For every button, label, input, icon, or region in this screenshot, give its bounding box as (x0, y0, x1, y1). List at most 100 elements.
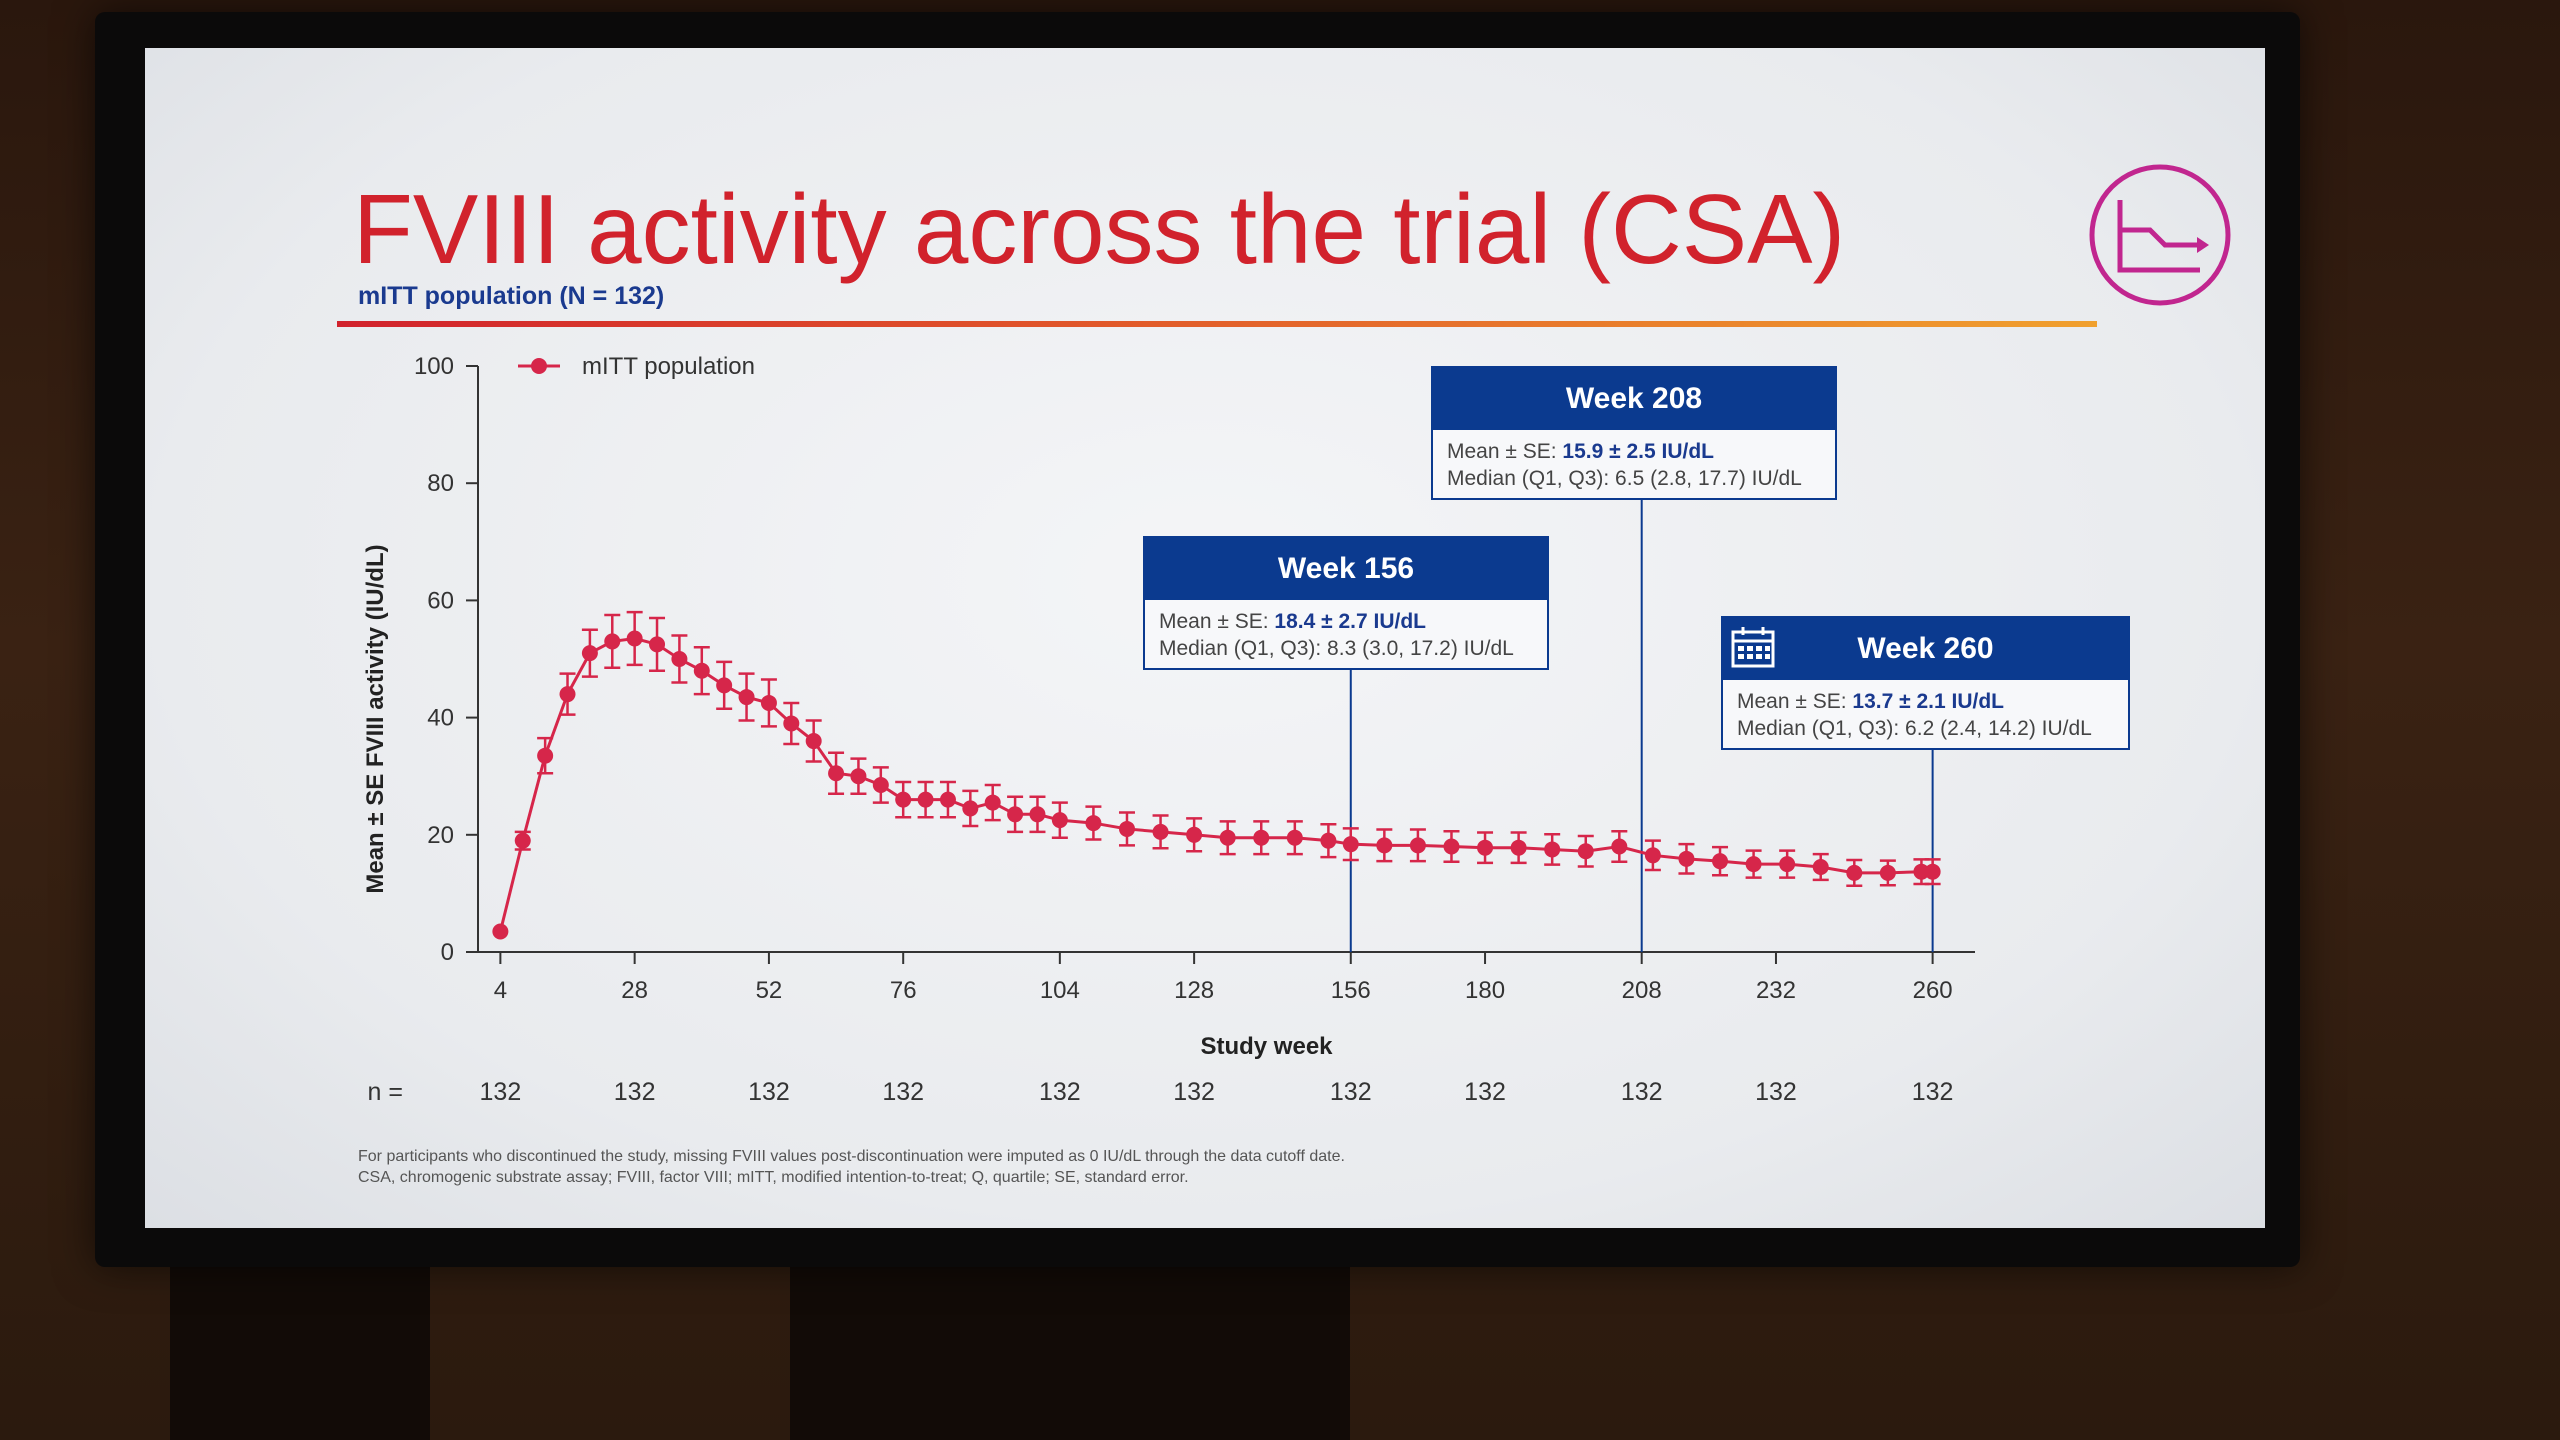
n-at-risk-value: 132 (480, 1078, 522, 1106)
y-tick-label: 40 (427, 705, 454, 732)
chart-series (492, 610, 1941, 940)
callout-week-156: Week 156 Mean ± SE: 18.4 ± 2.7 IU/dL Med… (1143, 536, 1549, 670)
calendar-icon (1729, 624, 1777, 694)
n-at-risk-value: 132 (1330, 1078, 1372, 1106)
n-at-risk-row: 132 132 132 132 132 132 132 132 132 132 132 (480, 1078, 1954, 1106)
presentation-slide: FVIII activity across the trial (CSA) mI… (145, 48, 2265, 1228)
y-axis-title: Mean ± SE FVIII activity (IU/dL) (362, 544, 389, 893)
data-point (671, 651, 688, 667)
chart-legend: mITT population (518, 353, 755, 380)
data-point (872, 776, 889, 793)
n-at-risk-value: 132 (614, 1078, 656, 1106)
x-tick-label: 260 (1913, 977, 1953, 1004)
x-tick-label: 156 (1331, 977, 1371, 1004)
fviii-chart: 0 20 40 60 80 100 4 28 52 76 104 128 156 180 208 232 260… (362, 353, 1975, 1106)
data-point (1477, 839, 1494, 856)
data-point (1510, 839, 1527, 856)
n-at-risk-value: 132 (1912, 1078, 1954, 1106)
data-point (1846, 864, 1863, 881)
data-point (1812, 859, 1829, 876)
data-point (1745, 856, 1762, 873)
n-at-risk-value: 132 (1039, 1078, 1081, 1106)
n-at-risk-value: 132 (1755, 1078, 1797, 1106)
data-point (537, 747, 554, 764)
data-point (962, 800, 979, 817)
data-point (1253, 829, 1270, 846)
data-point (917, 791, 934, 808)
callout-median: Median (Q1, Q3): 6.5 (2.8, 17.7) IU/dL (1447, 467, 1802, 490)
data-point (850, 768, 867, 785)
data-point (1376, 837, 1393, 854)
footnote: For participants who discontinued the st… (358, 1146, 1345, 1188)
data-point (805, 733, 822, 750)
data-point (716, 677, 733, 694)
series-line (498, 636, 1933, 932)
data-point (1186, 826, 1203, 843)
data-point (828, 765, 845, 782)
data-point (604, 633, 621, 650)
data-point (1443, 838, 1460, 855)
data-point (1342, 836, 1359, 853)
data-point (1152, 823, 1169, 840)
data-point (693, 662, 710, 679)
data-point (1678, 850, 1695, 867)
data-point (1085, 815, 1102, 832)
tv-stand-center (790, 1240, 1350, 1440)
data-point (1779, 856, 1796, 873)
x-tick-label: 52 (756, 977, 783, 1004)
data-point (514, 832, 531, 849)
data-point (939, 791, 956, 808)
callout-week-208: Week 208 Mean ± SE: 15.9 ± 2.5 IU/dL Med… (1431, 366, 1837, 500)
x-tick-label: 4 (494, 977, 507, 1004)
y-tick-label: 80 (427, 470, 454, 497)
y-tick-label: 20 (427, 822, 454, 849)
y-tick-label: 100 (414, 353, 454, 380)
title-underline (337, 321, 2097, 327)
callout-title: Week 208 (1433, 368, 1835, 430)
slide-subtitle: mITT population (N = 132) (358, 282, 665, 310)
data-point (1879, 864, 1896, 881)
data-point (1286, 829, 1303, 846)
callout-leader-lines (1349, 500, 1934, 952)
n-at-risk-value: 132 (1173, 1078, 1215, 1106)
data-point (760, 694, 777, 711)
data-point (626, 630, 643, 647)
data-point (1611, 838, 1628, 855)
x-tick-label: 104 (1040, 977, 1080, 1004)
y-tick-label: 0 (441, 939, 454, 966)
footnote-line: For participants who discontinued the st… (358, 1148, 1345, 1165)
data-point (1029, 806, 1046, 823)
data-point (1913, 863, 1930, 880)
footnote-line: CSA, chromogenic substrate assay; FVIII,… (358, 1169, 1189, 1186)
data-point (559, 686, 576, 703)
x-tick-label: 208 (1622, 977, 1662, 1004)
x-tick-label: 232 (1756, 977, 1796, 1004)
data-point (1007, 806, 1024, 823)
slide-title: FVIII activity across the trial (CSA) (353, 174, 1846, 284)
data-point (1712, 853, 1729, 870)
data-point (1320, 832, 1337, 849)
data-point (1924, 863, 1941, 880)
data-point (1409, 837, 1426, 854)
x-tick-label: 128 (1174, 977, 1214, 1004)
legend-label: mITT population (582, 353, 755, 380)
x-tick-label: 28 (621, 977, 648, 1004)
data-point (738, 689, 755, 706)
x-axis-title: Study week (1200, 1033, 1333, 1060)
callout-mean: Mean ± SE: 15.9 ± 2.5 IU/dL (1447, 440, 1715, 463)
n-at-risk-label: n = (368, 1078, 403, 1106)
callout-title: Week 156 (1145, 538, 1547, 600)
x-tick-label: 76 (890, 977, 917, 1004)
callout-title: Week 260 (1857, 632, 1994, 665)
data-point (895, 791, 912, 808)
tv-stand-left (170, 1240, 430, 1440)
callout-median: Median (Q1, Q3): 6.2 (2.4, 14.2) IU/dL (1737, 717, 2092, 740)
n-at-risk-value: 132 (1621, 1078, 1663, 1106)
data-point (649, 636, 666, 653)
data-point (1051, 812, 1068, 829)
data-point (783, 715, 800, 732)
callout-mean: Mean ± SE: 18.4 ± 2.7 IU/dL (1159, 610, 1427, 633)
data-point (581, 645, 598, 662)
data-point (492, 923, 509, 940)
data-point (1118, 820, 1135, 837)
